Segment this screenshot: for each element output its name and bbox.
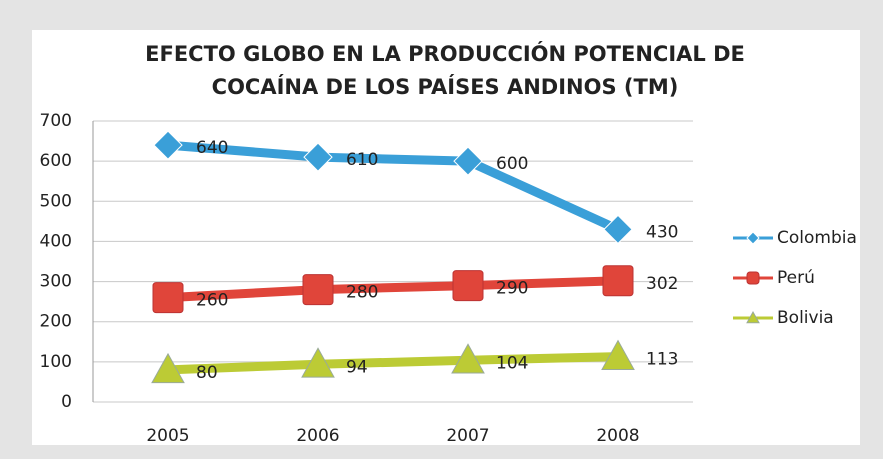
marker: [301, 347, 335, 378]
data-label: 290: [496, 279, 528, 299]
legend-marker: [746, 231, 760, 245]
marker: [152, 282, 184, 314]
data-label: 430: [646, 222, 678, 242]
data-label: 94: [346, 357, 368, 377]
y-tick-label: 700: [40, 111, 72, 131]
y-tick-label: 500: [40, 191, 72, 211]
y-tick-label: 100: [40, 352, 72, 372]
marker: [603, 214, 633, 245]
data-label: 260: [196, 291, 228, 311]
legend-marker: [746, 310, 760, 324]
series-line: [167, 140, 620, 234]
legend-label: Colombia: [777, 228, 857, 248]
chart-title: EFECTO GLOBO EN LA PRODUCCIÓN POTENCIAL …: [145, 41, 745, 66]
y-tick-label: 0: [61, 392, 72, 412]
x-tick-label: 2006: [296, 426, 339, 446]
marker: [453, 146, 483, 176]
marker: [602, 265, 634, 297]
marker: [451, 343, 485, 374]
data-label: 104: [496, 353, 528, 373]
y-tick-label: 300: [40, 272, 72, 292]
data-label: 80: [196, 363, 218, 383]
data-label: 113: [646, 350, 678, 370]
legend-label: Perú: [777, 268, 815, 288]
series-line: [167, 276, 619, 303]
marker: [153, 130, 183, 160]
data-label: 610: [346, 150, 378, 170]
data-label: 640: [196, 138, 228, 158]
marker: [452, 270, 484, 302]
legend-label: Bolivia: [777, 308, 834, 328]
y-tick-label: 200: [40, 312, 72, 332]
x-tick-label: 2007: [446, 426, 489, 446]
marker: [302, 274, 334, 306]
y-tick-label: 600: [40, 151, 72, 171]
chart-title: COCAÍNA DE LOS PAÍSES ANDINOS (TM): [212, 74, 679, 99]
series-line: [167, 352, 619, 375]
data-label: 280: [346, 283, 378, 303]
x-tick-label: 2008: [596, 426, 639, 446]
marker: [601, 339, 635, 370]
legend-marker: [746, 271, 760, 285]
x-tick-label: 2005: [146, 426, 189, 446]
marker: [303, 142, 333, 172]
y-tick-label: 400: [40, 231, 72, 251]
data-label: 600: [496, 154, 528, 174]
marker: [151, 352, 185, 384]
data-label: 302: [646, 274, 678, 294]
